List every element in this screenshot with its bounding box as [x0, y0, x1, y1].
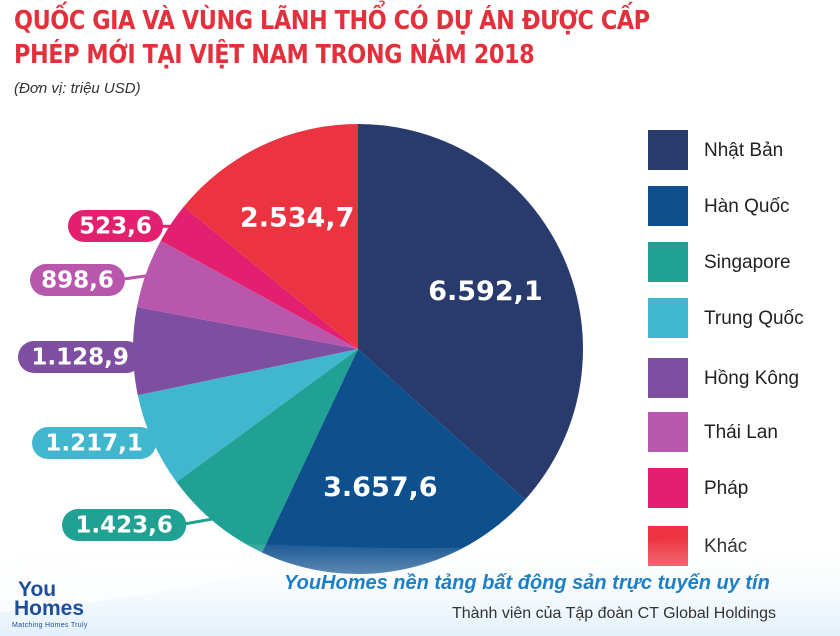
callout-badge-trung-quoc — [32, 427, 157, 459]
callout-badge-phap — [68, 210, 163, 242]
callout-hong-kong: 1.128,9 — [18, 341, 143, 373]
legend-item-han-quoc: Hàn Quốc — [648, 186, 838, 230]
data-label-han-quoc: 3.657,6 — [323, 472, 437, 503]
legend-swatch — [648, 298, 688, 338]
data-label-trung-quoc: 1.217,1 — [45, 431, 143, 457]
legend-label: Trung Quốc — [704, 308, 804, 329]
pie-slice-singapore — [176, 349, 358, 553]
data-label-singapore: 1.423,6 — [75, 513, 173, 539]
legend-label: Singapore — [704, 252, 791, 273]
brand-slogan: YouHomes nền tảng bất động sản trực tuyế… — [284, 572, 770, 594]
legend-label: Hàn Quốc — [704, 196, 790, 217]
pie-slice-hong-kong — [132, 307, 358, 396]
chart-subtitle: (Đơn vị: triệu USD) — [14, 80, 141, 97]
callout-phap: 523,6 — [68, 210, 177, 242]
legend-swatch — [648, 412, 688, 452]
legend-label: Pháp — [704, 478, 749, 499]
legend-item-hong-kong: Hồng Kông — [648, 358, 838, 402]
callout-trung-quoc: 1.217,1 — [32, 427, 159, 459]
callout-badge-thai-lan — [30, 264, 125, 296]
legend-swatch — [648, 242, 688, 282]
data-label-hong-kong: 1.128,9 — [31, 345, 129, 371]
legend-swatch — [648, 186, 688, 226]
pie-slice-han-quoc — [261, 349, 526, 574]
data-label-phap: 523,6 — [79, 214, 152, 240]
callout-badge-hong-kong — [18, 341, 143, 373]
data-label-nhat-ban: 6.592,1 — [428, 276, 542, 307]
chart-title: QUỐC GIA VÀ VÙNG LÃNH THỔ CÓ DỰ ÁN ĐƯỢC … — [14, 6, 650, 70]
legend-swatch — [648, 358, 688, 398]
legend-label: Thái Lan — [704, 422, 778, 443]
pie-slice-khac — [183, 124, 358, 349]
pie-slice-trung-quoc — [137, 349, 358, 482]
pie-slice-nhat-ban — [358, 124, 583, 500]
callout-singapore: 1.423,6 — [62, 509, 219, 541]
legend-item-phap: Pháp — [648, 468, 838, 512]
data-label-khac: 2.534,7 — [240, 203, 354, 234]
member-line: Thành viên của Tập đoàn CT Global Holdin… — [452, 605, 777, 622]
legend-item-nhat-ban: Nhật Bản — [648, 130, 838, 174]
legend-item-thai-lan: Thái Lan — [648, 412, 838, 456]
callout-thai-lan: 898,6 — [30, 264, 153, 296]
legend-label: Nhật Bản — [704, 140, 784, 161]
youhomes-logo: You Homes Matching Homes Truly — [12, 578, 88, 629]
pie-slice-phap — [160, 206, 358, 349]
legend-label: Hồng Kông — [704, 368, 800, 389]
legend-item-singapore: Singapore — [648, 242, 838, 286]
callout-badge-singapore — [62, 509, 187, 541]
legend-item-trung-quoc: Trung Quốc — [648, 298, 838, 342]
legend-swatch — [648, 468, 688, 508]
legend-swatch — [648, 130, 688, 170]
data-label-thai-lan: 898,6 — [41, 268, 114, 294]
pie-slice-thai-lan — [136, 240, 358, 349]
